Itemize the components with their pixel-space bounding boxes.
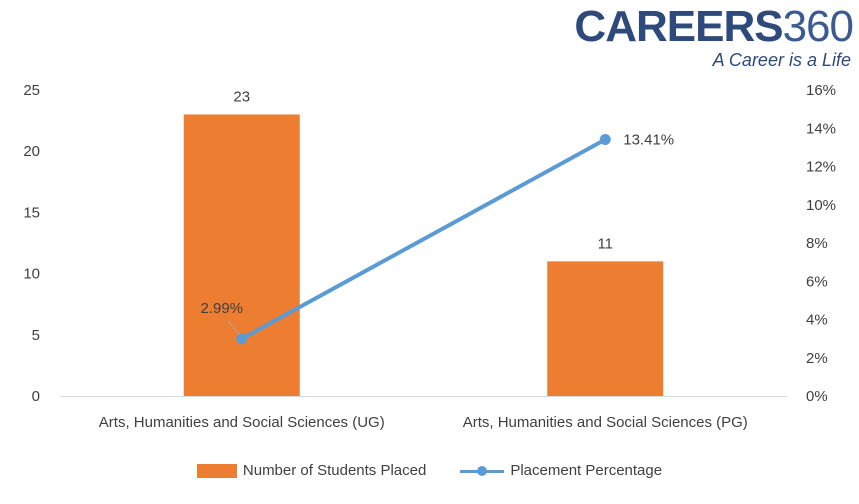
line-data-label: 2.99% [200,300,243,317]
x-category-label: Arts, Humanities and Social Sciences (PG… [463,414,748,431]
legend-item-bar: Number of Students Placed [196,462,427,479]
left-y-tick-label: 15 [23,204,40,221]
label-leader-line [227,320,241,336]
x-axis: Arts, Humanities and Social Sciences (UG… [99,414,748,431]
right-y-tick-label: 6% [806,273,828,290]
legend: Number of Students Placed Placement Perc… [0,462,859,479]
line-point [236,333,248,345]
left-y-tick-label: 0 [32,388,40,405]
right-y-axis: 0% 2% 4% 6% 8% 10% 12% 14% 16% [806,82,836,405]
right-y-tick-label: 10% [806,197,836,214]
right-y-tick-label: 2% [806,350,828,367]
legend-item-line: Placement Percentage [460,462,662,479]
left-y-tick-label: 10 [23,266,40,283]
left-y-axis: 0 5 10 15 20 25 [23,82,787,405]
careers360-logo: CAREERS360 A Career is a Life [574,2,854,71]
legend-swatch-bar [196,463,237,478]
bar [547,261,664,396]
combo-chart: 0 5 10 15 20 25 0% 2% 4% 6% 8% 10% 12% 14% 16% 23 11 2… [23,82,836,431]
right-y-tick-label: 4% [806,312,828,329]
left-y-tick-label: 25 [23,82,40,99]
bar-data-label: 23 [233,88,250,105]
right-y-tick-label: 14% [806,120,836,137]
logo-number: 360 [782,2,854,51]
legend-swatch-line [460,464,505,478]
logo-brand: CAREERS [574,2,783,51]
line-data-label: 13.41% [623,132,674,149]
legend-label-bar: Number of Students Placed [242,462,427,479]
line-point [599,134,611,146]
logo-wordmark: CAREERS360 [574,2,854,51]
right-y-tick-label: 8% [806,235,828,252]
bar-data-label: 11 [597,235,613,252]
logo-tagline: A Career is a Life [712,50,851,70]
x-category-label: Arts, Humanities and Social Sciences (UG… [99,414,385,431]
series-line [240,137,607,341]
bar-series: 23 11 [183,88,664,396]
line-series: 2.99% 13.41% [200,132,674,345]
left-y-tick-label: 5 [32,327,40,344]
right-y-tick-label: 0% [806,388,828,405]
right-y-tick-label: 16% [806,82,836,99]
left-y-tick-label: 20 [23,143,40,160]
right-y-tick-label: 12% [806,159,836,176]
legend-label-line: Placement Percentage [510,462,663,479]
bar [183,114,300,396]
